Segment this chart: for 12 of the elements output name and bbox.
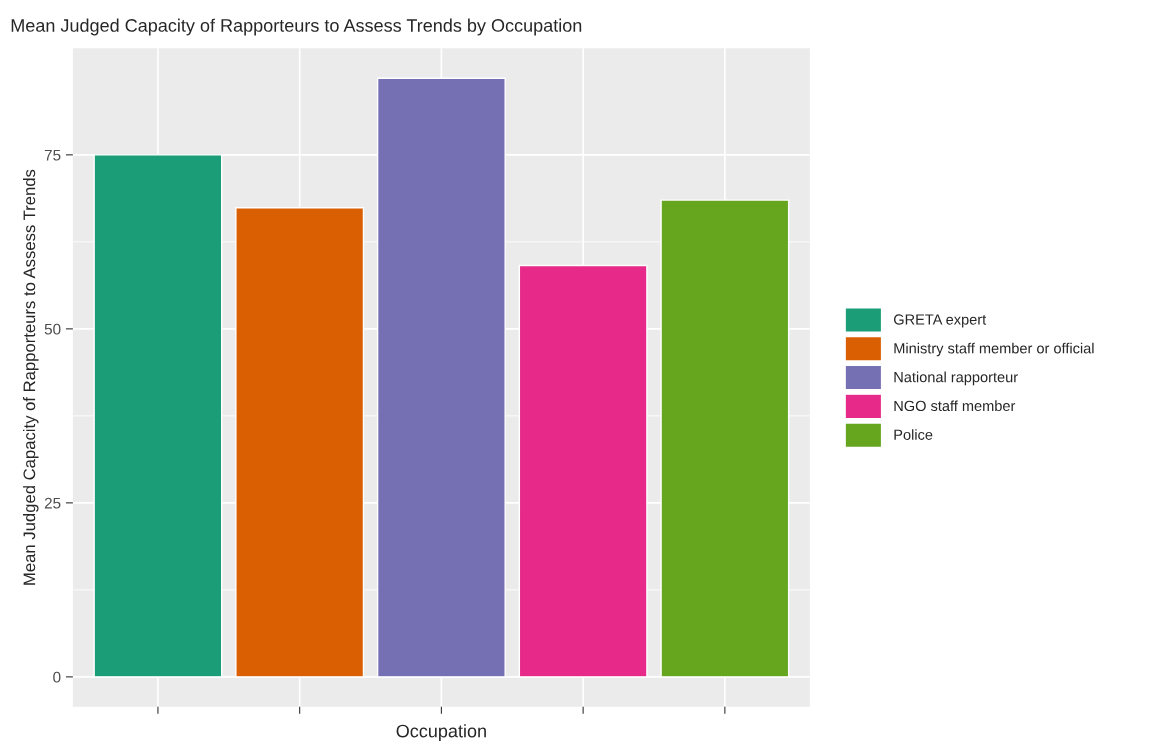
y-tick-label: 25 — [44, 497, 61, 509]
legend-label: National rapporteur — [894, 371, 1018, 386]
legend-label: NGO staff member — [894, 400, 1016, 412]
y-tick-label: 75 — [44, 149, 61, 161]
chart-title: Mean Judged Capacity of Rapporteurs to Assess Trends by Occupation — [11, 18, 582, 36]
legend-label: Ministry staff member or official — [894, 342, 1094, 357]
legend-label: Police — [894, 429, 933, 440]
x-axis-title: Occupation — [396, 724, 486, 741]
y-tick-label: 0 — [53, 671, 61, 683]
y-axis-title: Mean Judged Capacity of Rapporteurs to Assess Trends — [23, 169, 39, 585]
y-tick-label: 50 — [44, 323, 61, 335]
legend-label: GRETA expert — [893, 314, 987, 328]
